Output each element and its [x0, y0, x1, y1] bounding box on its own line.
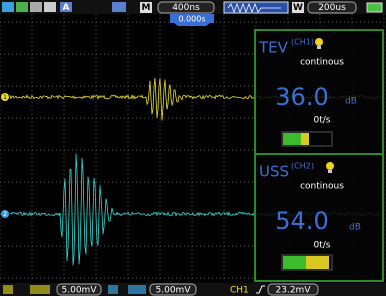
- window: 200us: [318, 3, 346, 13]
- channel-name: TEV: [258, 39, 289, 57]
- trigger-position: 0.000s: [178, 15, 205, 24]
- page: A M 400ns W 200us 0.000s 1 2 TEV (CH1) c…: [0, 0, 386, 296]
- icon: [44, 2, 56, 12]
- bulb: [315, 38, 323, 46]
- channel-id: (CH1): [291, 38, 314, 47]
- battery: [367, 3, 382, 12]
- icon: [16, 2, 28, 12]
- trigger-source: CH1: [230, 286, 249, 296]
- bulb-base: [328, 170, 332, 173]
- ch2-marker-label: 2: [3, 211, 7, 218]
- rate: 0t/s: [314, 116, 331, 126]
- mode: continous: [300, 58, 344, 68]
- ch1-marker-label: 1: [3, 94, 7, 101]
- meter-green: [283, 133, 301, 145]
- level: 36.0: [275, 83, 328, 111]
- meter-yellow: [301, 133, 309, 145]
- trigger-level: 23.2mV: [276, 286, 312, 296]
- coupling-icon: [128, 285, 146, 294]
- level: 54.0: [275, 207, 328, 235]
- ch2-scale: 5.00mV: [156, 286, 192, 296]
- mode: continous: [300, 182, 344, 192]
- bulb: [326, 162, 334, 170]
- channel-id: (CH2): [291, 162, 314, 171]
- oscilloscope-screen: A M 400ns W 200us 0.000s 1 2 TEV (CH1) c…: [0, 0, 386, 296]
- icon: [30, 2, 42, 12]
- rate: 0t/s: [314, 241, 331, 251]
- coupling-icon: [3, 285, 13, 294]
- unit: dB: [349, 223, 361, 233]
- meter-green: [283, 256, 306, 269]
- timebase-label: M: [142, 3, 151, 13]
- ch1-scale: 5.00mV: [62, 286, 98, 296]
- icon: [2, 2, 14, 12]
- icon: [112, 2, 126, 12]
- bulb-base: [317, 46, 321, 49]
- channel-name: USS: [259, 163, 289, 181]
- window-label: W: [293, 3, 303, 13]
- mode: A: [63, 3, 70, 13]
- coupling-icon: [108, 285, 118, 294]
- unit: dB: [345, 97, 357, 107]
- meter-yellow: [306, 256, 329, 269]
- coupling-icon: [30, 285, 50, 294]
- timebase: 400ns: [172, 3, 200, 13]
